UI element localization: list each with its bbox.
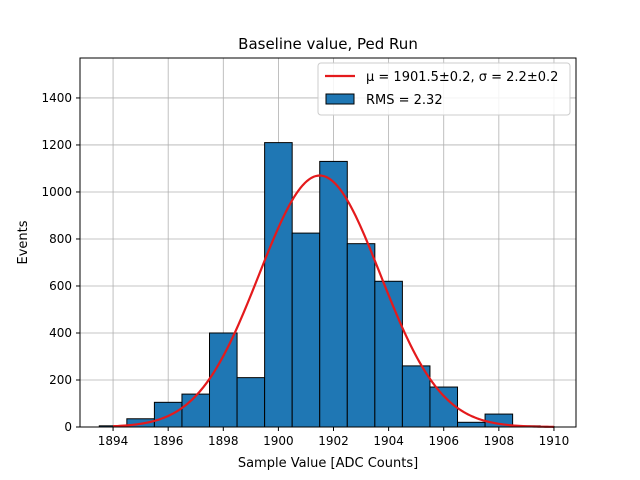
x-tick-label: 1902 <box>318 434 349 448</box>
x-axis-ticks: 1894 1896 1898 1900 1902 1904 1906 1908 1910 <box>98 427 569 448</box>
legend-histogram-patch <box>325 93 355 105</box>
plot-frame <box>79 57 577 428</box>
histogram-bar <box>374 280 403 428</box>
y-tick-label: 1400 <box>41 91 72 105</box>
fit-curve <box>113 174 554 428</box>
y-tick-label: 1000 <box>41 185 72 199</box>
y-tick-label: 1200 <box>41 138 72 152</box>
chart-title: Baseline value, Ped Run <box>238 35 418 53</box>
legend-box <box>317 62 571 116</box>
x-tick-label: 1906 <box>428 434 459 448</box>
histogram-bar <box>346 243 376 428</box>
legend-fit-label: μ = 1901.5±0.2, σ = 2.2±0.2 <box>366 70 558 85</box>
x-tick-label: 1904 <box>373 434 404 448</box>
y-axis-label: Events <box>16 220 31 264</box>
histogram-bar <box>181 393 211 428</box>
fit-curve-group <box>113 174 554 428</box>
x-axis-label: Sample Value [ADC Counts] <box>238 456 418 471</box>
histogram-bar <box>153 401 183 428</box>
y-tick-label: 200 <box>49 373 72 387</box>
x-tick-label: 1900 <box>263 434 294 448</box>
y-tick-label: 0 <box>64 420 72 434</box>
histogram-bar <box>264 142 293 428</box>
histogram-bar <box>401 365 431 428</box>
legend-histogram-label: RMS = 2.32 <box>366 93 443 108</box>
histogram-bar <box>291 232 321 428</box>
y-tick-label: 400 <box>49 326 72 340</box>
y-axis-ticks: 0 200 400 600 800 1000 1200 1400 <box>41 91 80 434</box>
histogram-bar <box>429 386 459 428</box>
histogram-bar <box>236 377 266 428</box>
histogram-bar <box>209 332 238 428</box>
x-tick-label: 1896 <box>153 434 184 448</box>
y-tick-label: 800 <box>49 232 72 246</box>
x-tick-label: 1908 <box>484 434 515 448</box>
x-tick-label: 1910 <box>539 434 570 448</box>
histogram-bar <box>319 160 348 428</box>
x-tick-label: 1894 <box>98 434 129 448</box>
legend: μ = 1901.5±0.2, σ = 2.2±0.2 RMS = 2.32 <box>317 62 571 116</box>
histogram-bars <box>98 142 555 428</box>
y-tick-label: 600 <box>49 279 72 293</box>
x-tick-label: 1898 <box>208 434 239 448</box>
histogram-bar <box>457 421 486 428</box>
